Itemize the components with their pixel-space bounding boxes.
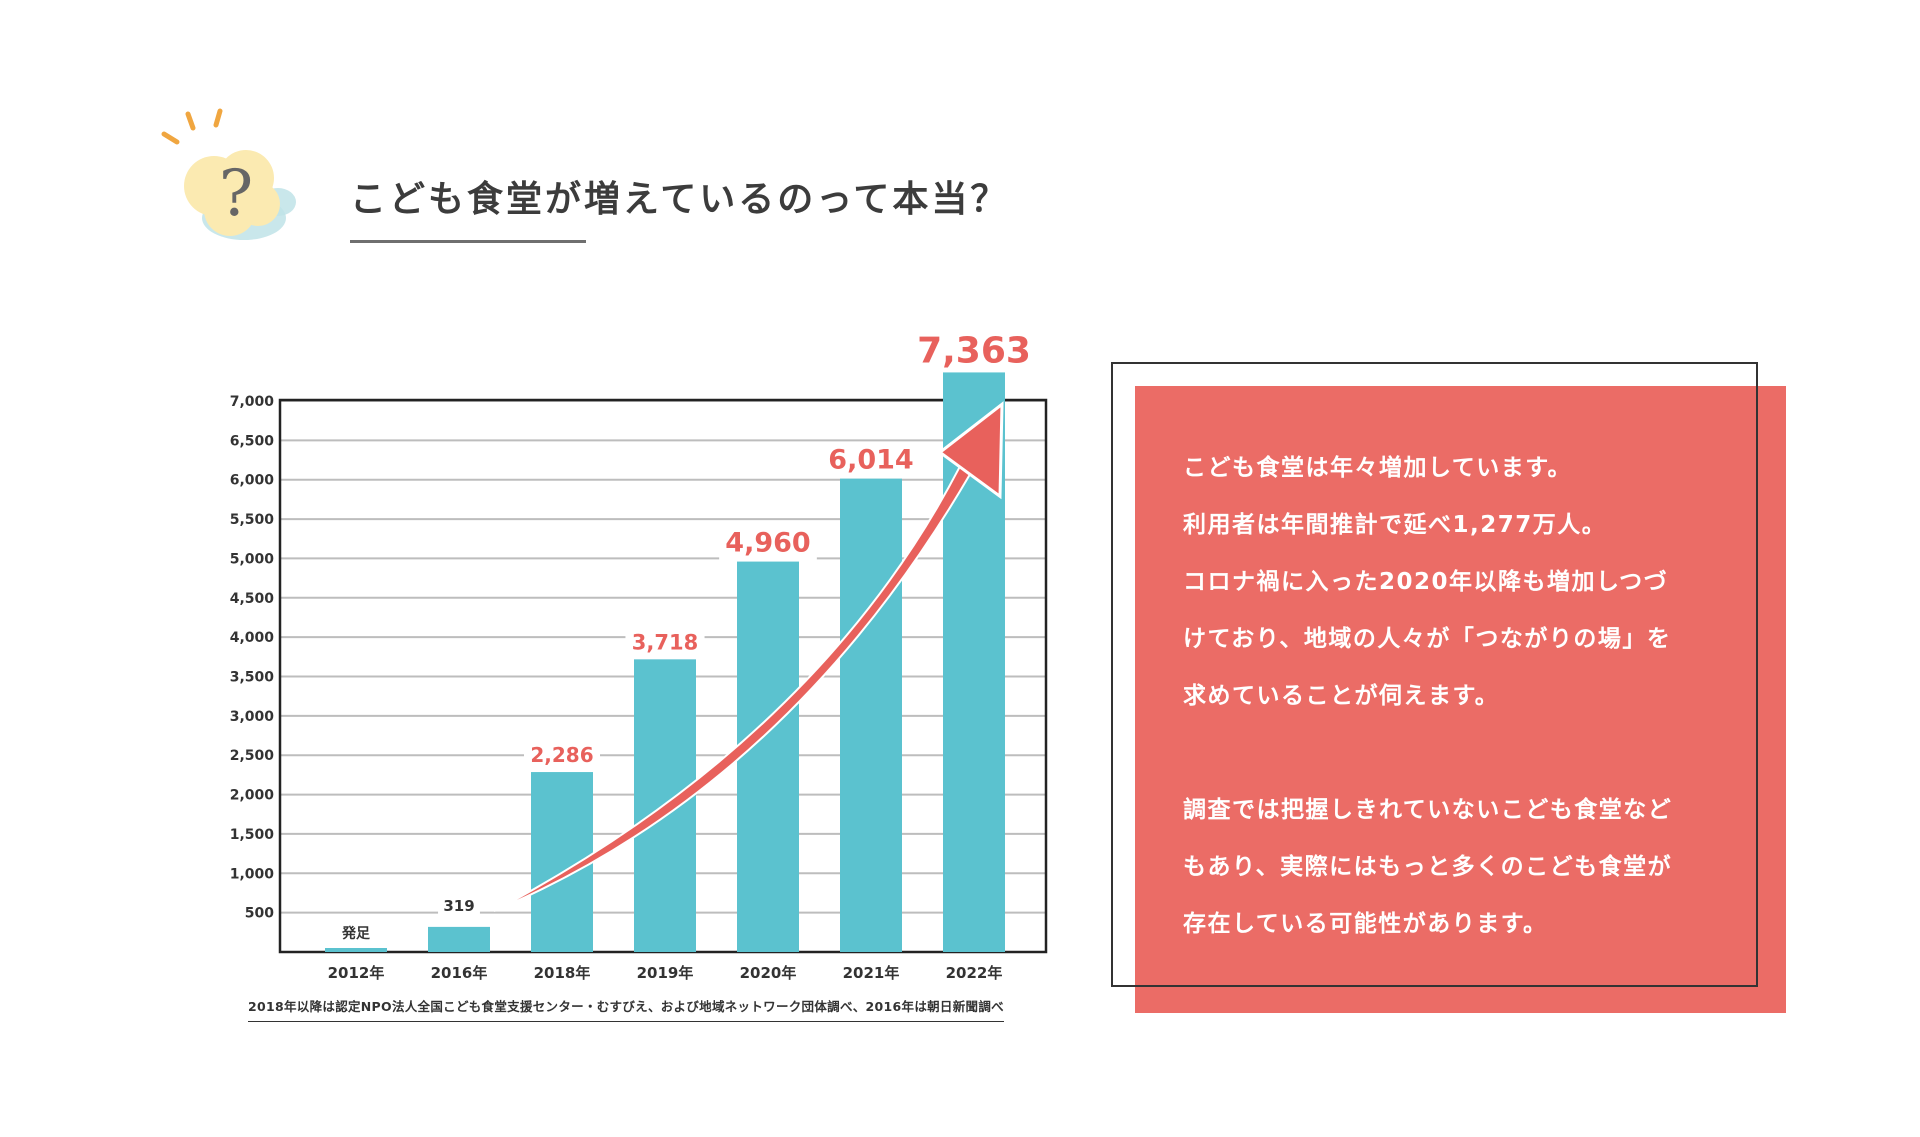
x-tick-label: 2022年 (946, 964, 1003, 982)
data-label: 7,363 (917, 330, 1031, 371)
data-label: 319 (443, 897, 474, 915)
chart-source-note: 2018年以降は認定NPO法人全国こども食堂支援センター・むすびえ、および地域ネ… (248, 996, 1004, 1022)
y-tick-label: 4,000 (230, 630, 275, 646)
x-tick-label: 2020年 (740, 964, 797, 982)
y-tick-label: 3,000 (230, 709, 275, 725)
y-tick-label: 5,000 (230, 551, 275, 567)
data-label: 3,718 (632, 630, 698, 654)
y-tick-label: 5,500 (230, 512, 275, 528)
bar (737, 561, 799, 952)
info-line: もあり、実際にはもっと多くのこども食堂が (1183, 854, 1673, 880)
y-tick-label: 2,000 (230, 788, 275, 804)
data-label: 発足 (341, 925, 371, 942)
data-label-bg (625, 628, 705, 658)
x-tick-label: 2016年 (431, 964, 488, 982)
bar (428, 926, 490, 952)
info-panel: こども食堂は年々増加しています。 利用者は年間推計で延べ1,277万人。 コロナ… (1135, 386, 1786, 1013)
info-line: 求めていることが伺えます。 (1183, 683, 1500, 709)
y-tick-label: 4,500 (230, 591, 275, 607)
data-label-bg (438, 895, 480, 919)
data-label: 6,014 (828, 445, 913, 476)
x-tick-label: 2019年 (637, 964, 694, 982)
x-tick-label: 2018年 (534, 964, 591, 982)
page-title: こども食堂が増えているのって本当？ (350, 179, 1010, 220)
data-label: 2,286 (530, 743, 593, 767)
info-line: こども食堂は年々増加しています。 (1183, 455, 1573, 481)
bar-chart-svg: 500 1,000 1,500 2,000 2,500 3,000 3,500 4,000 4,… (230, 330, 1048, 982)
x-tick-label: 2012年 (328, 964, 385, 982)
y-tick-label: 6,000 (230, 473, 275, 489)
info-line: コロナ禍に入った2020年以降も増加しつづ (1183, 569, 1669, 595)
info-line: 調査では把握しきれていないこども食堂など (1183, 797, 1673, 823)
data-label-bg (719, 524, 817, 560)
y-tick-label: 3,500 (230, 670, 275, 686)
y-tick-label: 1,500 (230, 827, 275, 843)
data-label-bg (822, 441, 920, 477)
y-tick-label: 6,500 (230, 433, 275, 449)
bar-chart: 500 1,000 1,500 2,000 2,500 3,000 3,500 4,000 4,… (200, 320, 1060, 1030)
trend-arrow-head (937, 401, 1004, 500)
question-cloud-icon: ? (150, 100, 320, 260)
x-tick-label: 2021年 (843, 964, 900, 982)
page-heading: ? こども食堂が増えているのって本当？ (150, 100, 1050, 260)
data-label-bg (524, 742, 600, 771)
data-label: 4,960 (725, 528, 810, 559)
info-frame (1111, 362, 1758, 987)
y-tick-label: 1,000 (230, 866, 275, 882)
bar (840, 478, 902, 952)
title-underline (350, 240, 586, 243)
info-line: 利用者は年間推計で延べ1,277万人。 (1183, 512, 1607, 538)
bar (325, 948, 387, 952)
y-tick-label: 2,500 (230, 748, 275, 764)
info-line: けており、地域の人々が「つながりの場」を (1183, 626, 1672, 652)
svg-text:?: ? (219, 157, 253, 231)
info-line: 存在している可能性があります。 (1183, 911, 1548, 937)
y-tick-label: 500 (245, 906, 274, 922)
y-tick-label: 7,000 (230, 394, 275, 410)
